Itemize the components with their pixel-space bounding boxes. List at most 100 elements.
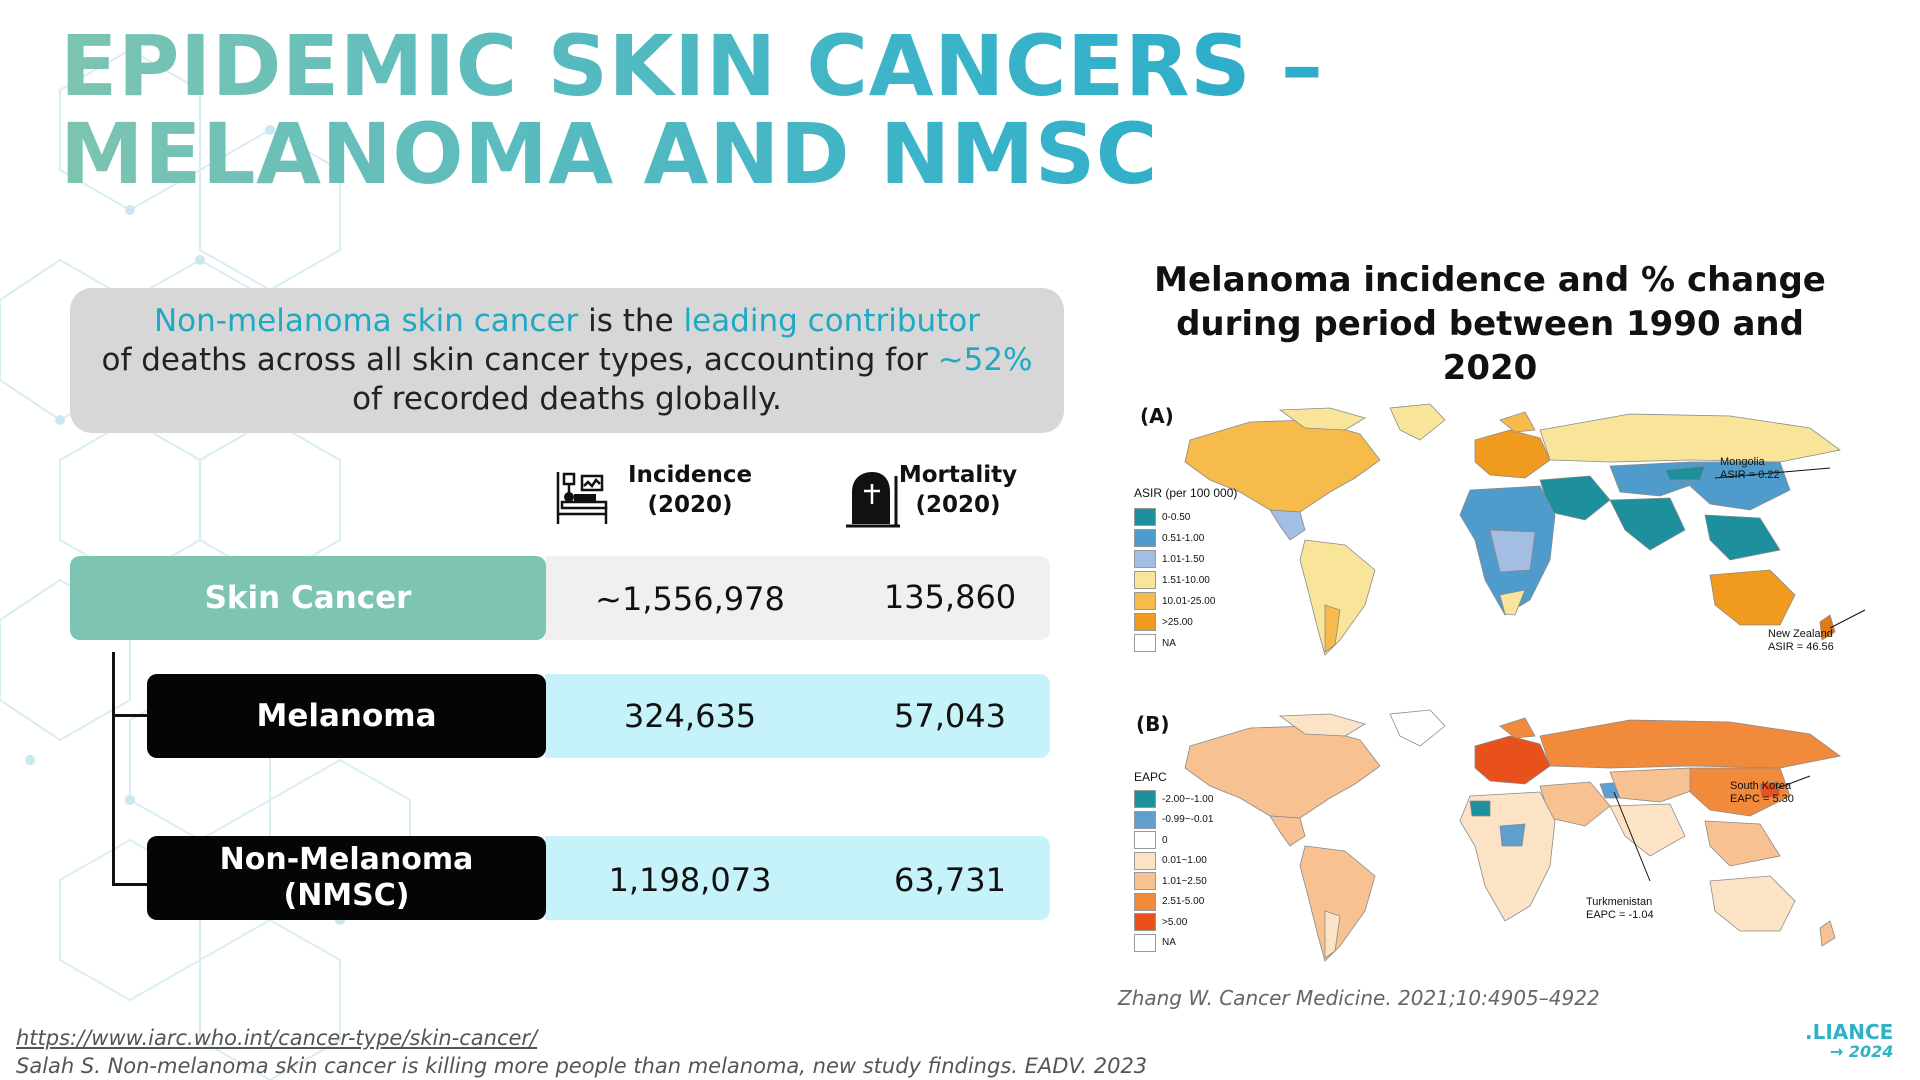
legend-label: 0.51-1.00	[1162, 532, 1205, 544]
panel-a-label: (A)	[1140, 404, 1174, 428]
legend-swatch	[1134, 634, 1156, 652]
panel-b-legend-item: 0.01~1.00	[1134, 851, 1207, 870]
panel-b-legend-item: 0	[1134, 831, 1168, 849]
panel-b-legend-item: 2.51-5.00	[1134, 892, 1204, 911]
legend-swatch	[1134, 592, 1156, 610]
mongolia-annotation: Mongolia ASIR = 0.22	[1720, 456, 1830, 482]
row-label-skin-cancer: Skin Cancer	[70, 556, 546, 640]
annotation-line: Turkmenistan	[1586, 896, 1653, 908]
callout-highlight-leading: leading contributor	[683, 303, 981, 339]
legend-swatch	[1134, 508, 1156, 526]
legend-swatch	[1134, 571, 1156, 589]
tree-connector-vertical	[112, 652, 115, 886]
reference-text: Salah S. Non-melanoma skin cancer is kil…	[16, 1054, 1148, 1078]
nmsc-mortality: 63,731	[894, 861, 1006, 899]
tombstone-icon	[846, 472, 900, 528]
row-label-melanoma: Melanoma	[147, 674, 546, 758]
legend-swatch	[1134, 933, 1156, 952]
panel-a-legend-item: 10.01-25.00	[1134, 592, 1215, 610]
panel-a-legend-item: 0.51-1.00	[1134, 529, 1204, 547]
legend-label: 0.01~1.00	[1162, 855, 1207, 866]
panel-b-label: (B)	[1136, 712, 1170, 736]
melanoma-mortality: 57,043	[894, 697, 1006, 735]
figure-title-line2: during period between 1990 and 2020	[1176, 304, 1804, 388]
row-label-nmsc: Non-Melanoma (NMSC)	[147, 836, 546, 920]
legend-swatch	[1134, 550, 1156, 568]
legend-swatch	[1134, 872, 1156, 890]
new-zealand-annotation: New Zealand ASIR = 46.56	[1768, 628, 1868, 654]
panel-a-legend-item: 1.51-10.00	[1134, 571, 1210, 589]
tree-connector-branch	[112, 883, 148, 886]
panel-a-legend-item: 0-0.50	[1134, 508, 1190, 526]
annotation-line: Mongolia	[1720, 456, 1765, 468]
panel-a-legend-item: 1.01-1.50	[1134, 550, 1204, 568]
panel-b-legend-item: NA	[1134, 933, 1176, 952]
tree-connector-branch	[112, 714, 148, 717]
melanoma-incidence: 324,635	[623, 697, 757, 735]
conference-logo: .LIANCE → 2024	[1805, 1022, 1893, 1062]
legend-swatch	[1134, 613, 1156, 631]
logo-line2: → 2024	[1829, 1042, 1894, 1061]
panel-a-legend-item: NA	[1134, 634, 1176, 652]
panel-a-legend-title: ASIR (per 100 000)	[1134, 486, 1238, 500]
world-map-eapc	[1184, 709, 1841, 962]
table-row-nmsc	[545, 836, 1050, 920]
table-row-skin-cancer	[545, 556, 1050, 640]
page-title: EPIDEMIC SKIN CANCERS – MELANOMA AND NMS…	[60, 22, 1620, 198]
legend-swatch	[1134, 831, 1156, 849]
annotation-line: EAPC = 5.30	[1730, 793, 1794, 805]
key-message-callout: Non-melanoma skin cancer is the leading …	[70, 288, 1064, 433]
legend-swatch	[1134, 851, 1156, 870]
hexagon-pattern-background	[0, 48, 411, 1080]
callout-text: of deaths across all skin cancer types, …	[101, 342, 938, 378]
legend-swatch	[1134, 892, 1156, 911]
incidence-column-header: Incidence (2020)	[610, 460, 770, 520]
callout-highlight-nmsc: Non-melanoma skin cancer	[153, 303, 579, 339]
hospital-bed-icon	[556, 472, 608, 524]
panel-b-legend-item: -0.99~-0.01	[1134, 810, 1214, 829]
legend-swatch	[1134, 529, 1156, 547]
nmsc-label-line1: Non-Melanoma	[219, 842, 474, 877]
panel-b-legend-item: >5.00	[1134, 913, 1187, 931]
nmsc-incidence: 1,198,073	[608, 861, 772, 899]
legend-label: 10.01-25.00	[1162, 595, 1216, 607]
mortality-column-header: Mortality (2020)	[893, 460, 1023, 520]
mortality-header-line2: (2020)	[915, 492, 1001, 518]
annotation-line: New Zealand	[1768, 628, 1833, 640]
legend-swatch	[1134, 790, 1156, 808]
legend-label: 0	[1162, 834, 1168, 846]
callout-text: is the	[578, 303, 684, 339]
annotation-line: South Korea	[1730, 780, 1792, 792]
figure-title: Melanoma incidence and % change during p…	[1140, 258, 1840, 390]
legend-label: -0.99~-0.01	[1162, 814, 1214, 825]
callout-highlight-percent: ~52%	[937, 342, 1033, 378]
skin-cancer-mortality: 135,860	[883, 578, 1017, 616]
legend-label: >25.00	[1162, 616, 1193, 628]
figure-citation: Zhang W. Cancer Medicine. 2021;10:4905–4…	[1118, 986, 1600, 1010]
panel-b-legend-item: 1.01~2.50	[1134, 872, 1207, 890]
incidence-header-line1: Incidence	[627, 462, 753, 488]
legend-label: 1.01-1.50	[1162, 553, 1205, 565]
turkmenistan-annotation: Turkmenistan EAPC = -1.04	[1586, 896, 1696, 922]
skin-cancer-incidence: ~1,556,978	[595, 580, 785, 618]
callout-text: of recorded deaths globally.	[352, 381, 782, 417]
legend-swatch	[1134, 913, 1156, 931]
table-row-melanoma	[545, 674, 1050, 758]
source-link[interactable]: https://www.iarc.who.int/cancer-type/ski…	[16, 1026, 538, 1050]
panel-b-legend-title: EAPC	[1134, 770, 1167, 784]
logo-line1: .LIANCE	[1805, 1020, 1894, 1044]
legend-label: 1.51-10.00	[1162, 574, 1210, 586]
annotation-line: ASIR = 46.56	[1768, 641, 1834, 653]
panel-a-legend-item: >25.00	[1134, 613, 1193, 631]
annotation-line: EAPC = -1.04	[1586, 909, 1654, 921]
legend-label: NA	[1162, 637, 1176, 649]
legend-label: >5.00	[1162, 916, 1188, 928]
south-korea-annotation: South Korea EAPC = 5.30	[1730, 780, 1840, 806]
figure-title-line1: Melanoma incidence and % change	[1154, 260, 1826, 300]
legend-label: NA	[1162, 937, 1176, 948]
legend-label: -2.00~-1.00	[1162, 793, 1214, 805]
legend-label: 1.01~2.50	[1162, 875, 1207, 887]
nmsc-label-line2: (NMSC)	[283, 878, 410, 913]
legend-swatch	[1134, 810, 1156, 829]
annotation-line: ASIR = 0.22	[1720, 469, 1780, 481]
